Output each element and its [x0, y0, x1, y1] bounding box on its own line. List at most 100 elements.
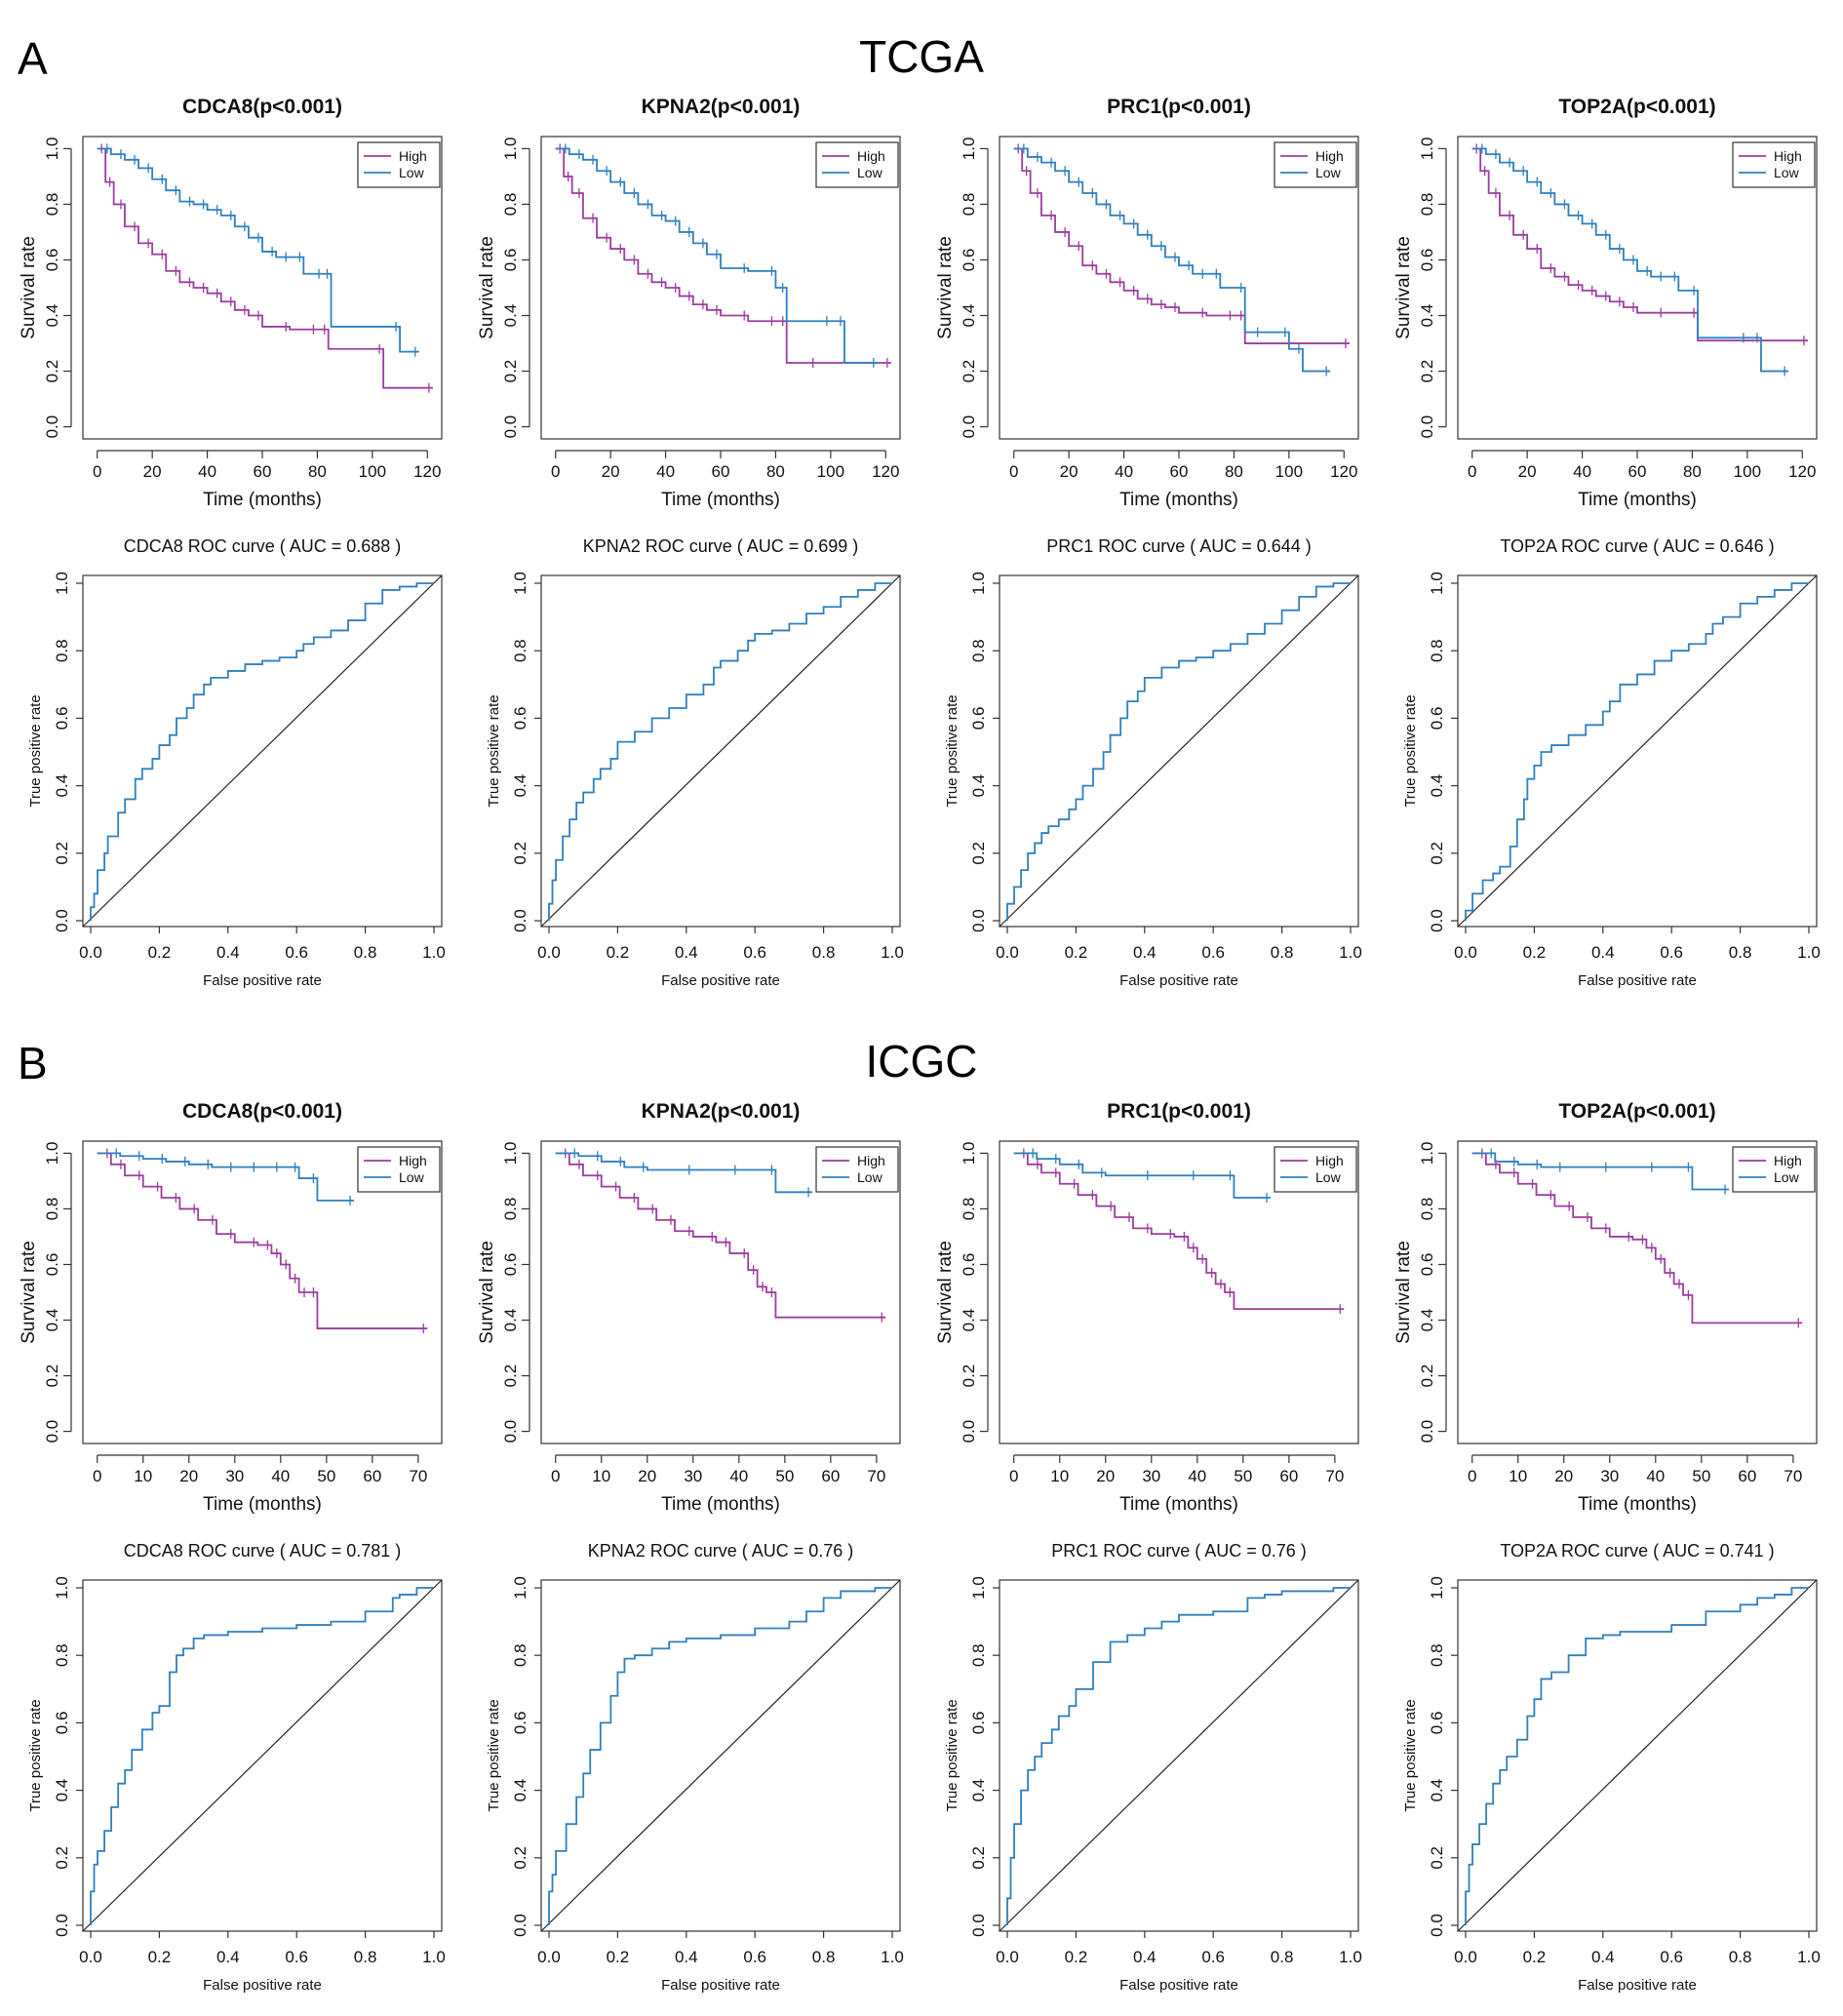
x-tick-label: 40 — [1115, 462, 1133, 481]
y-tick-label: 0.2 — [960, 360, 978, 383]
km-plot-prc1: PRC1(p<0.001) 0 20 40 60 80 100 120 Time (months… — [935, 96, 1359, 510]
y-tick-label: 0.8 — [53, 639, 71, 662]
x-tick-label: 0.2 — [148, 943, 172, 962]
y-axis-label: Survival rate — [19, 1241, 39, 1344]
x-tick-label: 60 — [821, 1467, 840, 1485]
km-series-low — [1013, 147, 1331, 373]
x-axis-label: False positive rate — [1119, 972, 1238, 989]
km-series-high — [1013, 147, 1350, 344]
y-axis-label: True positive rate — [27, 694, 44, 807]
censor-marks-low — [573, 1148, 809, 1198]
censor-marks-high — [559, 143, 888, 369]
x-tick-label: 0.0 — [996, 943, 1019, 962]
x-tick-label: 1.0 — [422, 943, 446, 962]
x-tick-label: 120 — [872, 462, 899, 481]
y-tick-label: 1.0 — [1418, 138, 1436, 161]
y-tick-label: 0.8 — [1418, 1198, 1436, 1221]
km-frame — [540, 136, 901, 440]
km-series-low — [1471, 147, 1789, 373]
x-tick-label: 20 — [179, 1467, 198, 1485]
y-tick-label: 0.8 — [501, 1198, 520, 1221]
y-tick-label: 1.0 — [960, 138, 978, 161]
y-tick-label: 0.2 — [1428, 842, 1446, 865]
x-tick-label: 50 — [317, 1467, 335, 1485]
roc-reference-diagonal — [999, 1579, 1359, 1932]
legend-label-high: High — [857, 1153, 885, 1168]
y-tick-label: 0.6 — [511, 1712, 529, 1735]
km-frame — [999, 1140, 1359, 1444]
x-axis-label: Time (months) — [661, 1494, 780, 1515]
y-tick-label: 0.4 — [1418, 304, 1436, 328]
x-tick-label: 50 — [775, 1467, 794, 1485]
y-tick-label: 0.6 — [960, 1253, 978, 1277]
roc-plot-prc1: PRC1 ROC curve ( AUC = 0.76 ) 0.0 0.2 0.4 0.… — [944, 1541, 1362, 1994]
y-tick-label: 0.8 — [43, 1198, 61, 1221]
x-tick-label: 60 — [363, 1467, 381, 1485]
x-tick-label: 1.0 — [1339, 1948, 1362, 1966]
x-tick-label: 30 — [684, 1467, 702, 1485]
km-frame — [1457, 136, 1818, 440]
censor-marks-high — [1475, 143, 1805, 346]
y-tick-label: 0.0 — [1418, 415, 1436, 439]
legend-box — [357, 1146, 441, 1193]
censor-marks-low — [1023, 143, 1327, 376]
y-tick-label: 0.8 — [511, 639, 529, 662]
y-tick-label: 0.0 — [969, 1914, 988, 1937]
x-tick-label: 0.6 — [743, 1948, 766, 1966]
x-tick-label: 0.0 — [1454, 1948, 1477, 1966]
x-axis-label: False positive rate — [203, 972, 322, 989]
legend-label-low: Low — [857, 1169, 883, 1185]
km-series-high — [97, 1152, 428, 1329]
x-tick-label: 10 — [1509, 1467, 1527, 1485]
x-tick-label: 80 — [1683, 462, 1702, 481]
km-plot-kpna2: KPNA2(p<0.001) 0 20 40 60 80 100 120 Time (month… — [477, 96, 901, 510]
km-series-high — [555, 147, 891, 364]
km-frame — [82, 136, 443, 440]
y-tick-label: 0.6 — [501, 1253, 520, 1277]
x-tick-label: 20 — [638, 1467, 656, 1485]
y-tick-label: 0.2 — [43, 1364, 61, 1388]
y-tick-label: 1.0 — [511, 572, 529, 595]
km-plot-top2a: TOP2A(p<0.001) 0 10 20 30 40 50 60 70 Time (month… — [1393, 1100, 1818, 1515]
x-tick-label: 80 — [1225, 462, 1243, 481]
y-tick-label: 1.0 — [960, 1142, 978, 1166]
x-axis-label: Time (months) — [1578, 1494, 1697, 1515]
km-frame — [1457, 1140, 1818, 1444]
y-tick-label: 0.8 — [960, 193, 978, 217]
censor-marks-low — [115, 1148, 351, 1206]
x-tick-label: 100 — [1734, 462, 1761, 481]
x-axis-label: Time (months) — [1578, 490, 1697, 510]
y-tick-label: 0.2 — [1418, 1364, 1436, 1388]
x-tick-label: 80 — [766, 462, 785, 481]
km-series-low — [97, 147, 419, 353]
x-tick-label: 40 — [1646, 1467, 1665, 1485]
censor-marks-low — [1490, 1148, 1726, 1195]
roc-frame — [999, 574, 1359, 928]
km-title: KPNA2(p<0.001) — [642, 1100, 801, 1123]
y-tick-label: 0.4 — [43, 304, 61, 328]
section-tcga: A TCGA CDCA8(p<0.001) 0 20 40 60 80 100 120 Time (… — [18, 31, 1821, 989]
km-title: KPNA2(p<0.001) — [642, 96, 801, 118]
y-tick-label: 0.0 — [969, 909, 988, 932]
y-axis-label: True positive rate — [486, 1699, 502, 1811]
roc-frame — [999, 1579, 1359, 1932]
censor-marks-high — [1017, 143, 1347, 349]
y-tick-label: 0.2 — [1428, 1846, 1446, 1870]
x-tick-label: 0 — [1009, 1467, 1018, 1485]
x-tick-label: 120 — [413, 462, 441, 481]
y-tick-label: 1.0 — [53, 572, 71, 595]
y-tick-label: 0.0 — [43, 415, 61, 439]
y-tick-label: 0.0 — [1428, 909, 1446, 932]
y-tick-label: 0.4 — [501, 304, 520, 328]
y-tick-label: 1.0 — [43, 138, 61, 161]
x-tick-label: 0.4 — [1133, 943, 1157, 962]
x-axis-label: False positive rate — [661, 1977, 780, 1994]
y-tick-label: 0.2 — [43, 360, 61, 383]
section-icgc: B ICGC CDCA8(p<0.001) 0 10 20 30 40 50 60 70 Time (… — [18, 1036, 1821, 1994]
y-tick-label: 0.2 — [969, 1846, 988, 1870]
